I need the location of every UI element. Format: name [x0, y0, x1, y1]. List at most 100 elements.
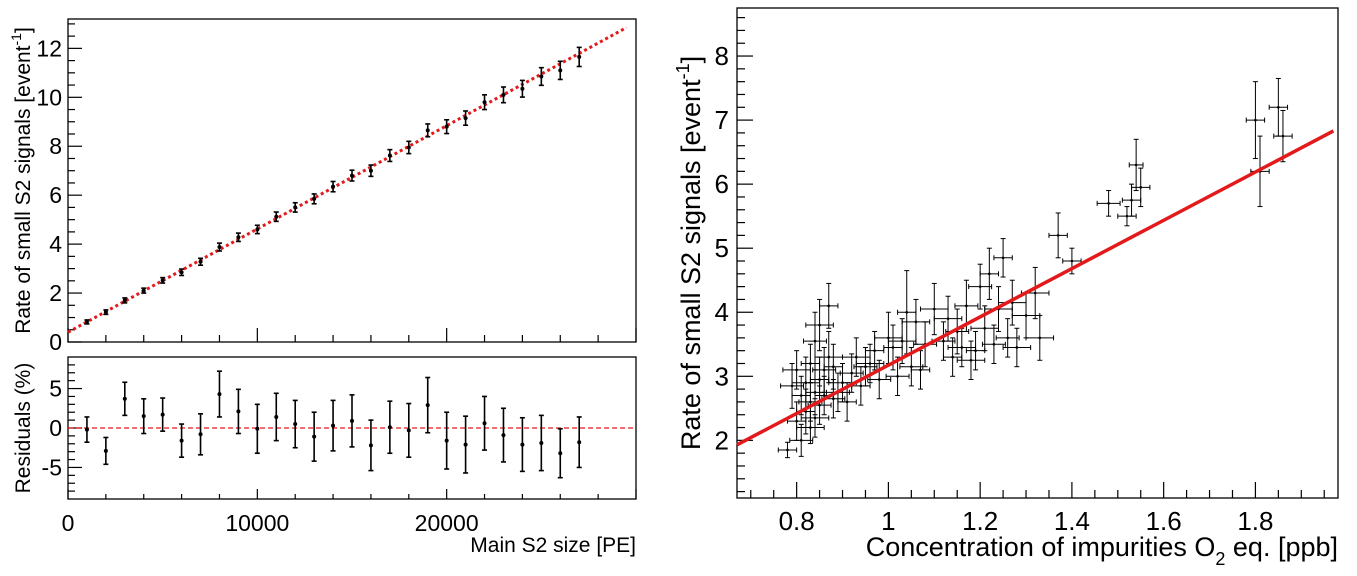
data-point: [804, 381, 808, 385]
data-point: [1107, 202, 1110, 205]
data-point: [425, 128, 430, 133]
y-tick-label: 10: [36, 84, 62, 110]
data-point: [141, 414, 146, 419]
data-point: [799, 394, 803, 397]
data-point: [274, 214, 279, 219]
data-point: [1001, 256, 1005, 260]
data-point: [799, 439, 803, 442]
data-point: [255, 426, 260, 431]
data-point: [983, 326, 987, 330]
y-tick-label: 2: [715, 425, 729, 455]
data-point: [914, 320, 918, 324]
data-point: [822, 368, 826, 372]
data-point: [255, 227, 260, 232]
x-tick-label: 0: [62, 510, 75, 536]
fit-line: [67, 26, 628, 334]
x-tick-label: 1.4: [1054, 506, 1090, 536]
data-point: [960, 346, 964, 349]
data-point: [217, 245, 222, 250]
data-point: [558, 68, 563, 73]
data-point: [946, 317, 950, 320]
y-tick-label: 3: [715, 361, 729, 391]
data-point: [868, 362, 872, 365]
data-point: [877, 378, 881, 381]
y-tick-label: 5: [49, 376, 62, 402]
data-point: [331, 184, 336, 189]
data-point: [577, 54, 582, 59]
data-point: [813, 416, 817, 420]
data-point: [198, 432, 203, 437]
plot-frame: [736, 7, 1339, 499]
data-point: [387, 153, 392, 158]
data-point: [905, 310, 909, 314]
y-tick-label: 0: [49, 329, 62, 355]
data-point: [350, 173, 354, 178]
x-tick-label: 1.8: [1237, 506, 1273, 536]
data-point: [1277, 105, 1280, 109]
x-tick-label: 1: [881, 506, 895, 536]
data-point: [539, 440, 544, 445]
data-point: [539, 74, 544, 79]
data-point: [368, 168, 373, 173]
x-axis-label: Concentration of impurities O2 eq. [ppb]: [866, 532, 1338, 569]
data-point: [482, 100, 487, 105]
data-point: [932, 307, 936, 311]
data-point: [274, 414, 279, 419]
data-point: [160, 412, 165, 417]
data-point: [350, 418, 354, 423]
data-point: [910, 365, 913, 368]
data-point: [160, 278, 165, 283]
data-point: [832, 397, 835, 401]
data-point: [312, 434, 317, 439]
y-tick-label: 12: [36, 35, 62, 61]
y-tick-label: 5: [715, 233, 729, 263]
data-point: [1056, 234, 1060, 237]
data-point: [406, 145, 411, 150]
data-point: [122, 396, 127, 401]
data-point: [818, 403, 821, 407]
data-point: [293, 205, 298, 210]
data-point: [1134, 163, 1138, 167]
data-point: [236, 235, 241, 240]
data-point: [1125, 214, 1129, 218]
data-point: [368, 443, 373, 448]
data-point: [1070, 259, 1074, 263]
data-point: [179, 270, 184, 275]
x-tick-label: 0.8: [779, 506, 815, 536]
plot-frame: [67, 18, 637, 343]
y-axis-label: Residuals (%): [12, 363, 35, 494]
y-tick-label: 6: [715, 169, 729, 199]
data-point: [406, 428, 411, 433]
data-point: [864, 365, 867, 368]
data-point: [832, 365, 835, 368]
data-point: [969, 358, 973, 362]
data-point: [988, 272, 991, 276]
data-point: [873, 349, 876, 352]
data-point: [978, 285, 982, 288]
data-point: [850, 371, 853, 375]
fit-line: [736, 129, 1335, 447]
data-point: [179, 438, 184, 443]
data-point: [813, 339, 817, 343]
data-point: [919, 368, 922, 372]
data-point: [1139, 186, 1143, 189]
data-point: [293, 422, 298, 427]
data-point: [198, 259, 203, 264]
data-point: [331, 423, 336, 428]
data-point: [813, 391, 817, 394]
y-axis-label: Rate of small S2 signals [event-1]: [673, 56, 706, 450]
data-point: [84, 427, 89, 432]
data-point: [236, 409, 241, 414]
data-point: [1033, 291, 1037, 295]
data-point: [312, 196, 317, 201]
data-point: [951, 355, 954, 359]
data-point: [992, 342, 996, 346]
data-point: [1281, 134, 1285, 138]
data-point: [809, 362, 812, 365]
data-point: [387, 425, 392, 430]
data-point: [463, 116, 468, 121]
data-point: [1006, 336, 1009, 340]
data-point: [520, 442, 525, 447]
